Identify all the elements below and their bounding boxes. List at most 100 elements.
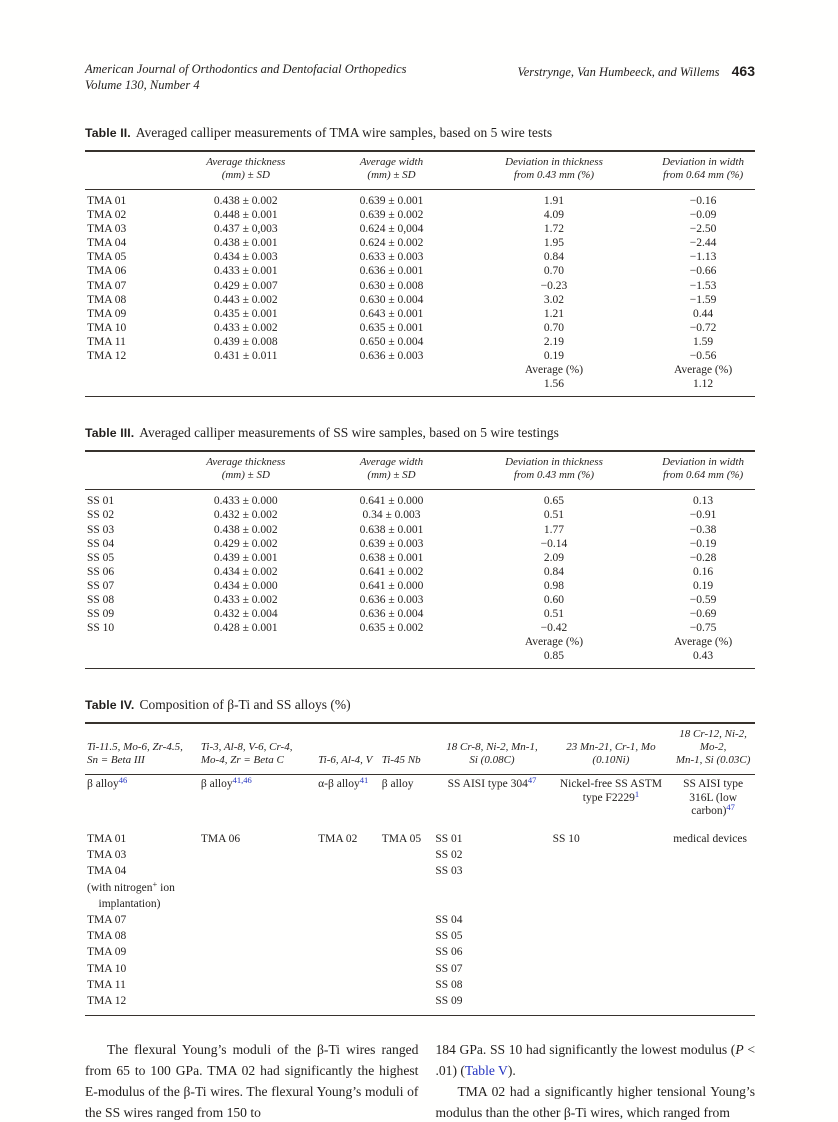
table-v-link[interactable]: Table V — [464, 1063, 508, 1079]
value-cell: β alloy41,46 — [199, 775, 316, 831]
reference-link[interactable]: 41 — [359, 775, 369, 786]
value-cell — [326, 363, 457, 377]
value-cell: 0.650 ± 0.004 — [359, 335, 424, 348]
journal-title: American Journal of Orthodontics and Den… — [85, 62, 407, 76]
table-ii-section: Table II. Averaged calliper measurements … — [85, 124, 755, 398]
value-cell — [671, 880, 755, 896]
reference-link[interactable]: 41,46 — [232, 775, 252, 786]
table-iv-head: Ti-11.5, Mo-6, Zr-4.5, Sn = Beta III Ti-3… — [85, 723, 755, 776]
value-cell — [671, 847, 755, 863]
text-run: < .01) ( — [435, 1042, 755, 1079]
value-cell — [671, 961, 755, 977]
page-header: American Journal of Orthodontics and Den… — [85, 62, 755, 93]
value-cell — [433, 896, 550, 912]
value-cell — [551, 961, 672, 977]
value-cell: SS 09 — [435, 994, 463, 1007]
value-cell — [551, 993, 672, 1016]
value-cell: 0.438 ± 0.002 — [213, 195, 278, 207]
value-cell: −0.59 — [689, 593, 717, 606]
value-cell: 0.433 ± 0.002 — [213, 593, 278, 606]
value-cell — [551, 928, 672, 944]
value-cell — [199, 993, 316, 1016]
column-header: Average thickness (mm) ± SD — [165, 451, 327, 491]
column-header: Deviation in thickness from 0.43 mm (%) — [456, 151, 652, 190]
value-cell — [551, 977, 672, 993]
value-cell — [199, 912, 316, 928]
table-row: SS 01 0.433 ± 0.000 0.641 ± 0.000 0.65 0.13 — [85, 490, 755, 509]
average-row: Average (%) Average (%) — [85, 635, 755, 649]
sample-cell: (with nitrogen+ ion — [85, 880, 199, 896]
value-cell — [671, 896, 755, 912]
value-cell: 0.429 ± 0.002 — [213, 537, 278, 550]
table-row: TMA 04 0.438 ± 0.001 0.624 ± 0.002 1.95 −2.4… — [85, 236, 755, 250]
value-cell: SS 02 — [435, 849, 463, 862]
value-cell: 0.448 ± 0.001 — [213, 209, 278, 222]
value-cell: SS 07 — [435, 962, 463, 975]
value-cell — [380, 944, 434, 960]
value-cell — [380, 977, 434, 993]
value-cell: −0.09 — [689, 209, 717, 222]
value-cell: 0.433 ± 0.001 — [213, 265, 278, 278]
text-run: ion — [157, 881, 175, 894]
value-cell — [671, 863, 755, 879]
sample-cell: TMA 07 — [87, 279, 127, 292]
value-cell: 0.428 ± 0.001 — [213, 622, 278, 635]
value-cell — [199, 977, 316, 993]
value-cell — [199, 880, 316, 896]
column-header — [85, 451, 166, 491]
value-cell: 1.91 — [543, 195, 565, 207]
value-cell: 0.434 ± 0.002 — [213, 565, 278, 578]
value-cell — [380, 928, 434, 944]
value-cell: 1.21 — [543, 307, 565, 320]
table-row: TMA 03 0.437 ± 0,003 0.624 ± 0,004 1.72 −2.5… — [85, 222, 755, 236]
value-cell: 0.435 ± 0.001 — [213, 307, 278, 320]
value-cell: 2.19 — [543, 335, 565, 348]
value-cell: 0.433 ± 0.000 — [213, 495, 278, 508]
sample-cell: SS 07 — [87, 579, 115, 592]
text-run: α-β alloy — [318, 778, 360, 791]
table-ii-caption: Table II. Averaged calliper measurements … — [85, 124, 755, 142]
superscript: + — [152, 879, 158, 889]
value-cell: 0.70 — [543, 265, 565, 278]
table-row: SS 05 0.439 ± 0.001 0.638 ± 0.001 2.09 −0.28 — [85, 551, 755, 565]
value-cell: −0.42 — [540, 622, 568, 635]
column-header: Deviation in width from 0.64 mm (%) — [651, 451, 755, 491]
reference-link[interactable]: 47 — [726, 802, 735, 813]
value-cell: 0.630 ± 0.004 — [359, 293, 424, 306]
value-cell: 0.636 ± 0.003 — [359, 350, 424, 363]
value-cell — [671, 993, 755, 1016]
reference-link[interactable]: 46 — [118, 775, 128, 786]
sample-cell — [85, 635, 165, 649]
table-iv-caption: Table IV. Composition of β-Ti and SS allo… — [85, 696, 755, 714]
table-iv-caption-text: Composition of β-Ti and SS alloys (%) — [139, 697, 351, 713]
sample-cell — [85, 649, 165, 669]
reference-link[interactable]: 47 — [527, 775, 537, 786]
table-row: TMA 12 0.431 ± 0.011 0.636 ± 0.003 0.19 −0.5… — [85, 349, 755, 363]
value-cell — [380, 912, 434, 928]
column-header: Ti-11.5, Mo-6, Zr-4.5, Sn = Beta III — [85, 723, 199, 776]
value-cell: 0.636 ± 0.004 — [359, 608, 424, 621]
reference-link[interactable]: 1 — [634, 788, 640, 799]
value-cell: 0.432 ± 0.004 — [213, 608, 278, 621]
table-row: TMA 07 SS 04 — [85, 912, 755, 928]
table-row: SS 03 0.438 ± 0.002 0.638 ± 0.001 1.77 −0.38 — [85, 523, 755, 537]
table-iii-section: Table III. Averaged calliper measurements… — [85, 424, 755, 670]
body-text: The flexural Young’s moduli of the β-Ti … — [85, 1039, 755, 1122]
value-cell — [316, 928, 380, 944]
value-cell — [433, 880, 550, 896]
value-cell: TMA 02 — [318, 832, 358, 845]
italic-text-run: P — [735, 1042, 744, 1058]
value-cell — [551, 863, 672, 879]
sample-cell: TMA 10 — [87, 321, 127, 334]
value-cell: 0.434 ± 0.003 — [213, 251, 278, 264]
column-header: 23 Mn-21, Cr-1, Mo (0.10Ni) — [550, 723, 672, 776]
text-run: SS AISI type 316L (low carbon) — [683, 778, 747, 818]
table-row: TMA 12 SS 09 — [85, 993, 755, 1016]
value-cell: SS 03 — [435, 865, 463, 878]
value-cell — [316, 912, 380, 928]
column-header: Average thickness (mm) ± SD — [165, 151, 327, 190]
sample-cell: SS 04 — [87, 537, 115, 550]
column-header: Average width (mm) ± SD — [326, 151, 457, 190]
value-cell: 1.95 — [543, 237, 565, 250]
sample-cell: SS 03 — [87, 523, 115, 536]
